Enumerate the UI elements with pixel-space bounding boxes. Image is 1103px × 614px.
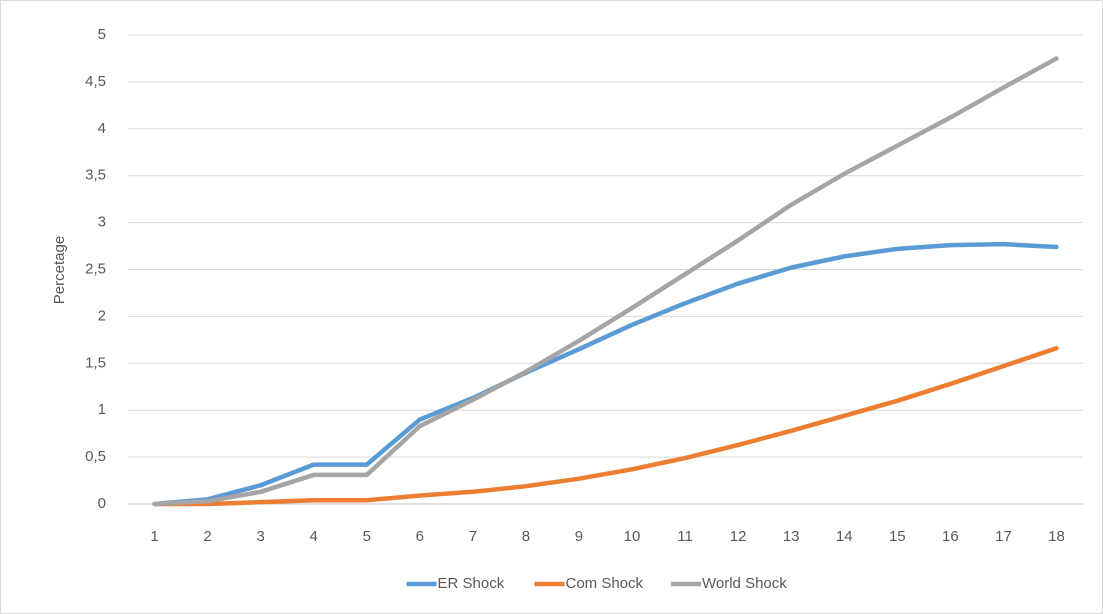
x-tick-label: 17 — [995, 528, 1012, 545]
x-tick-label: 18 — [1048, 528, 1065, 545]
x-tick-label: 3 — [256, 528, 264, 545]
series-line — [152, 241, 1059, 507]
x-tick-label: 13 — [783, 528, 800, 545]
x-tick-label: 15 — [889, 528, 906, 545]
x-tick-label: 9 — [575, 528, 583, 545]
x-tick-label: 12 — [730, 528, 747, 545]
legend-label: ER Shock — [438, 575, 505, 592]
y-tick-label: 5 — [98, 26, 106, 43]
y-tick-label: 3,5 — [85, 167, 106, 184]
x-tick-label: 8 — [522, 528, 530, 545]
x-tick-label: 10 — [624, 528, 641, 545]
x-tick-label: 2 — [203, 528, 211, 545]
y-tick-label: 4 — [98, 120, 106, 137]
x-tick-label: 14 — [836, 528, 853, 545]
series-line — [152, 56, 1059, 507]
series-line — [152, 346, 1059, 507]
x-tick-label: 4 — [310, 528, 318, 545]
x-tick-label: 1 — [150, 528, 158, 545]
x-tick-label: 6 — [416, 528, 424, 545]
legend-label: World Shock — [702, 575, 787, 592]
y-tick-label: 2,5 — [85, 260, 106, 277]
y-tick-label: 2 — [98, 307, 106, 324]
x-tick-label: 7 — [469, 528, 477, 545]
y-tick-label: 0 — [98, 495, 106, 512]
x-tick-label: 11 — [677, 528, 693, 545]
y-tick-label: 1 — [98, 401, 106, 418]
y-tick-label: 3 — [98, 214, 106, 231]
x-tick-label: 16 — [942, 528, 959, 545]
legend-label: Com Shock — [566, 575, 644, 592]
y-axis-label: Percetage — [51, 236, 68, 304]
y-tick-label: 4,5 — [85, 73, 106, 90]
y-tick-label: 0,5 — [85, 448, 106, 465]
y-tick-label: 1,5 — [85, 354, 106, 371]
x-tick-label: 5 — [363, 528, 371, 545]
